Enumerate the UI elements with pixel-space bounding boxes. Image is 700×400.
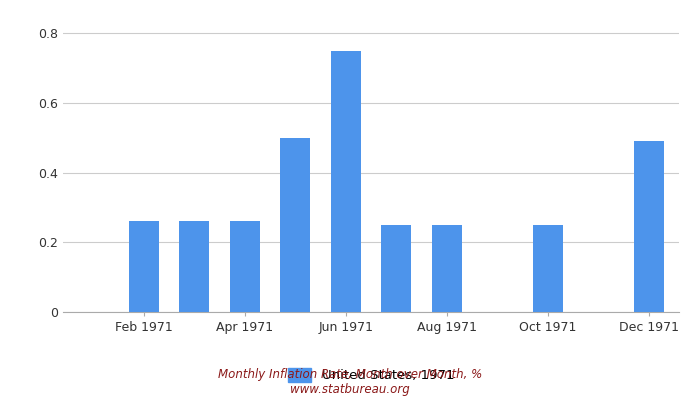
Text: www.statbureau.org: www.statbureau.org — [290, 383, 410, 396]
Bar — [230, 222, 260, 312]
Bar — [129, 222, 159, 312]
Bar — [280, 138, 310, 312]
Bar — [330, 51, 361, 312]
Legend: United States, 1971: United States, 1971 — [282, 363, 460, 388]
Bar — [179, 222, 209, 312]
Bar — [381, 225, 412, 312]
Text: Monthly Inflation Rate, Month over Month, %: Monthly Inflation Rate, Month over Month… — [218, 368, 482, 381]
Bar — [634, 141, 664, 312]
Bar — [533, 225, 563, 312]
Bar — [432, 225, 462, 312]
